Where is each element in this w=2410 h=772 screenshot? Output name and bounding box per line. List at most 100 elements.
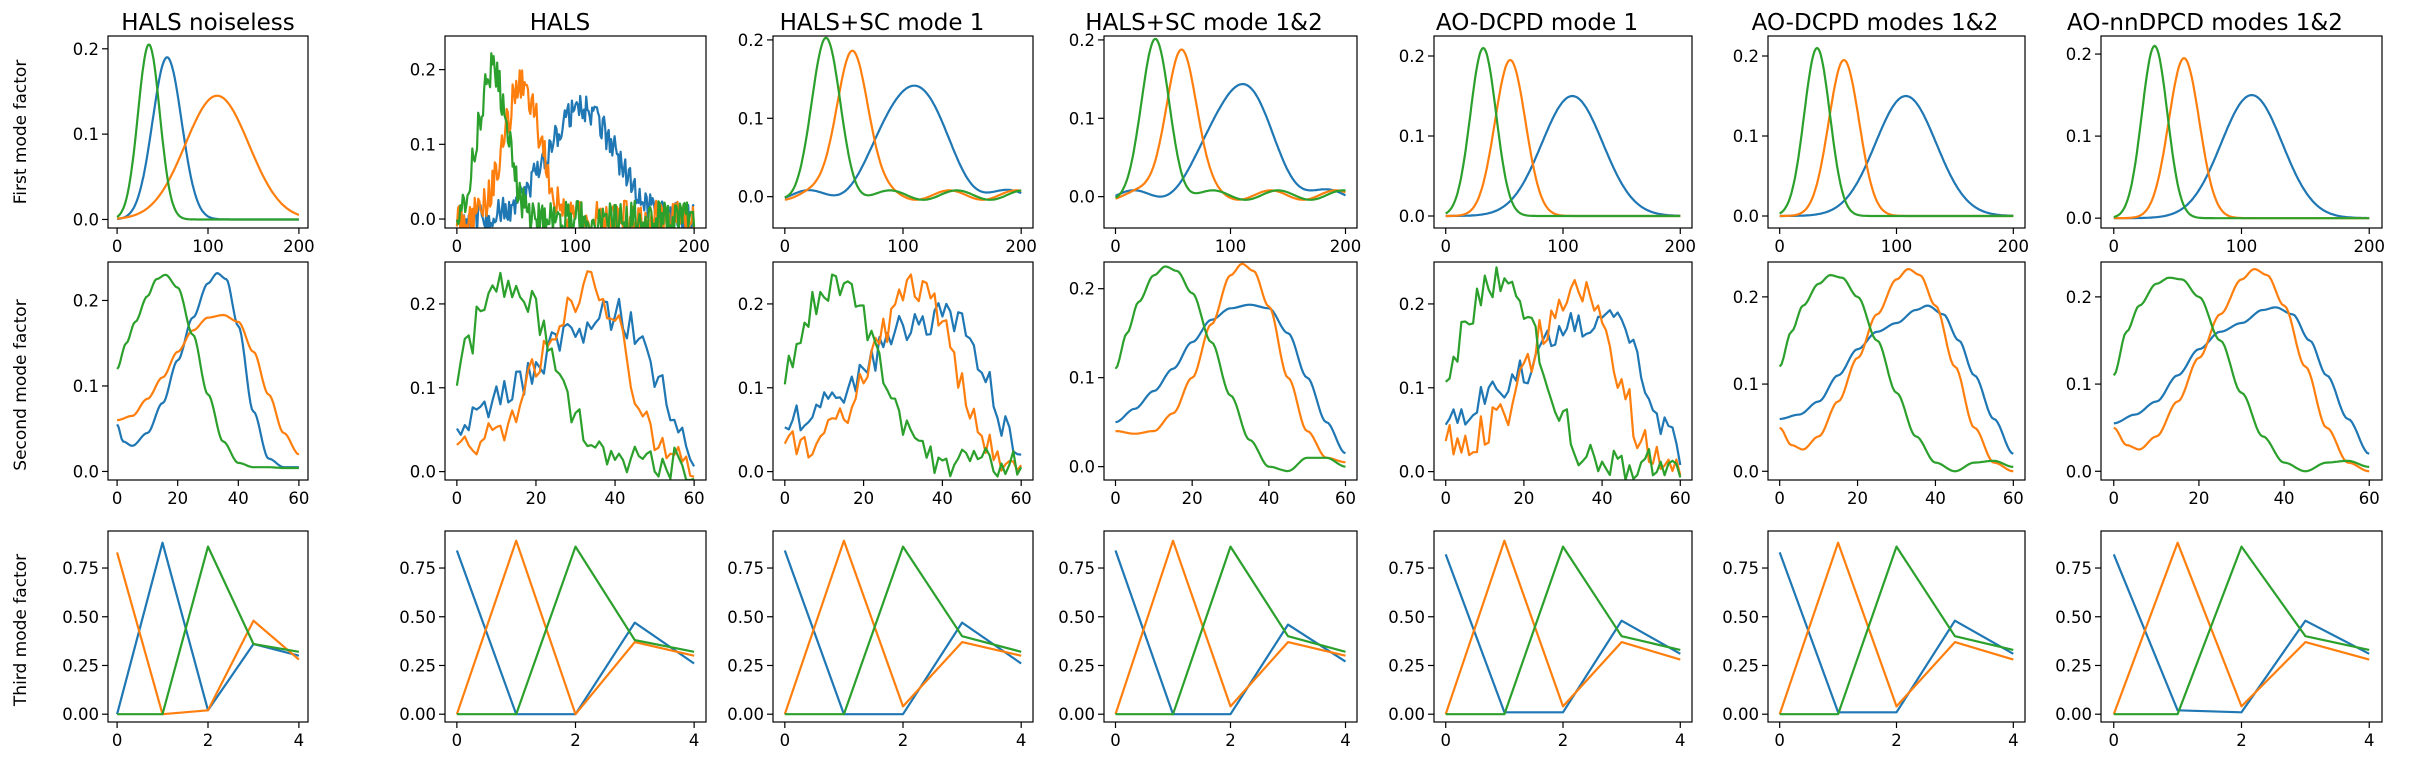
x-tick-label: 0 [1110,237,1121,256]
axes-frame [1103,261,1358,481]
x-tick-label: 100 [560,237,592,256]
series-line-blue [116,56,300,221]
series-line-blue [784,84,1022,199]
series-line-green [1114,265,1346,473]
y-tick-label: 0.0 [738,188,764,207]
x-tick-label: 2 [1891,731,1902,750]
series-line-green [1444,266,1682,480]
subplot-r2-c7: 0 20 40 60 0.0 0.1 0.2 [2066,261,2383,508]
subplot-r1-c6: 0 100 200 0.0 0.1 0.2 [1733,35,2029,256]
x-tick-label: 0 [1110,489,1121,508]
series-line-green [783,273,1023,478]
row-label-first-mode: First mode factor [11,60,31,205]
y-tick-label: 0.25 [2055,656,2092,675]
y-tick-label: 0.75 [62,559,99,578]
x-tick-label: 40 [605,489,626,508]
y-tick-label: 0.00 [62,705,99,724]
column-title-ao-dcpd-modes-1-2: AO-DCPD modes 1&2 [1752,10,1999,36]
series-line-green [1115,545,1346,716]
y-tick-label: 0.1 [73,125,99,144]
subplot-r3-c4: 0 2 4 0.00 0.25 0.50 0.75 [1058,530,1358,750]
subplot-r1-c3: 0 100 200 0.0 0.1 0.2 [738,31,1037,256]
y-tick-label: 0.1 [1069,369,1095,388]
y-tick-label: 0.1 [2066,375,2092,394]
axes-frame [1433,35,1693,229]
series-line-blue [1114,550,1347,716]
y-tick-label: 0.2 [1069,31,1095,50]
subplot-r1-c1: 0 100 200 0.0 0.1 0.2 [73,35,315,256]
series-line-orange [783,273,1023,472]
series-line-blue [783,550,1022,716]
series-line-orange [1114,539,1346,715]
subplot-r3-c1: 0 2 4 0.00 0.25 0.50 0.75 [62,530,309,750]
y-tick-label: 0.50 [1722,608,1759,627]
series-line-green [2113,545,2370,716]
x-tick-label: 60 [288,489,309,508]
series-line-green [1778,274,2014,473]
series-line-green [784,545,1022,716]
x-tick-label: 100 [192,237,224,256]
series-line-orange [1445,58,1681,218]
y-tick-label: 0.2 [410,61,436,80]
series-line-blue [1779,304,2014,455]
series-line-blue [1115,303,1346,455]
series-line-green [1445,545,1681,716]
subplot-r2-c1: 0 20 40 60 0.0 0.1 0.2 [73,261,309,508]
row-label-third-mode: Third mode factor [11,554,31,707]
x-tick-label: 2 [203,731,214,750]
subplot-r2-c5: 0 20 40 60 0.0 0.1 0.2 [1399,261,1693,508]
series-line-blue [2113,306,2370,455]
x-tick-label: 2 [1225,731,1236,750]
y-tick-label: 0.0 [1069,458,1095,477]
y-tick-label: 0.0 [2066,209,2092,228]
y-tick-label: 0.0 [1733,207,1759,226]
y-tick-label: 0.25 [1058,656,1095,675]
axes-frame [1767,261,2026,481]
x-tick-label: 4 [1340,731,1351,750]
series-line-green [117,545,300,716]
y-tick-label: 0.1 [410,135,436,154]
y-tick-label: 0.0 [1399,463,1425,482]
series-group [116,541,300,716]
x-tick-label: 100 [887,237,919,256]
x-tick-label: 100 [1547,237,1579,256]
y-tick-label: 0.2 [1399,47,1425,66]
y-tick-label: 0.2 [73,40,99,59]
y-tick-label: 0.1 [1399,127,1425,146]
y-tick-label: 0.75 [1388,559,1425,578]
y-tick-label: 0.75 [727,559,764,578]
x-tick-label: 0 [1774,237,1785,256]
series-group [455,539,695,716]
y-tick-label: 0.0 [1069,188,1095,207]
series-line-orange [1778,541,2014,715]
series-line-green [784,36,1022,201]
series-line-orange [2112,541,2370,715]
y-tick-label: 0.0 [410,210,436,229]
series-line-blue [784,302,1022,456]
x-tick-label: 0 [1440,731,1451,750]
x-tick-label: 0 [1774,731,1785,750]
y-tick-label: 0.00 [1058,705,1095,724]
x-tick-label: 0 [112,237,123,256]
series-line-orange [1115,48,1346,201]
x-tick-label: 0 [780,489,791,508]
y-tick-label: 0.1 [1733,375,1759,394]
series-line-blue [116,541,300,715]
x-tick-label: 100 [2226,237,2258,256]
y-tick-label: 0.00 [1722,705,1759,724]
series-line-blue [455,297,696,467]
series-group [116,43,300,221]
series-line-orange [116,313,300,456]
subplot-r3-c5: 0 2 4 0.00 0.25 0.50 0.75 [1388,530,1693,750]
subplot-r1-c2: 0 100 200 0.0 0.1 0.2 [410,35,710,256]
x-tick-label: 4 [689,731,700,750]
series-line-green [456,545,695,716]
x-tick-label: 40 [228,489,249,508]
series-line-orange [1115,262,1346,464]
axes-frame [107,261,309,481]
x-tick-label: 20 [1847,489,1868,508]
y-tick-label: 0.00 [1388,705,1425,724]
y-tick-label: 0.1 [1399,379,1425,398]
